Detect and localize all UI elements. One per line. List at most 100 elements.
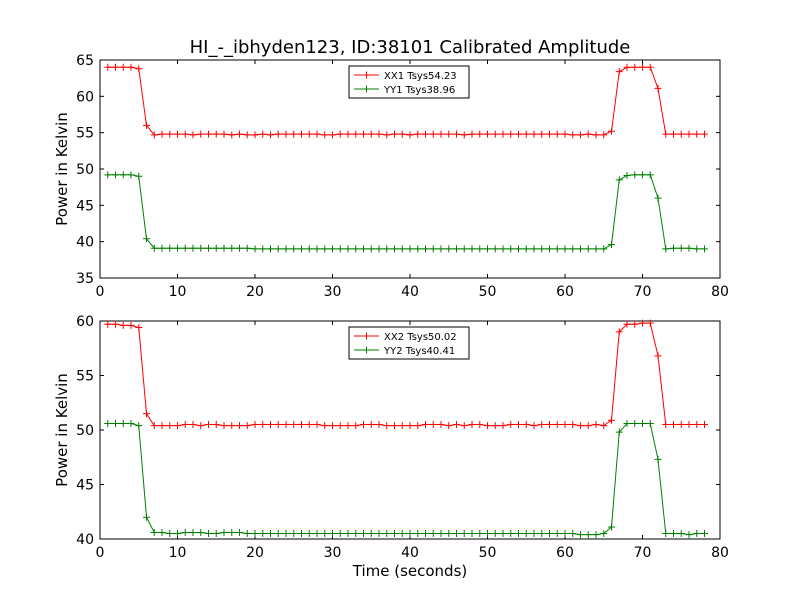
data-point: [352, 245, 360, 253]
data-point: [569, 131, 577, 139]
data-point: [360, 245, 367, 253]
data-point: [445, 245, 453, 253]
data-point: [228, 422, 236, 430]
data-point: [600, 245, 608, 253]
data-point: [654, 84, 662, 92]
data-point: [414, 422, 422, 430]
data-point: [677, 421, 685, 429]
data-point: [460, 422, 468, 430]
data-point: [391, 530, 398, 538]
data-point: [468, 421, 476, 429]
data-point: [344, 130, 352, 138]
data-point: [414, 130, 422, 138]
data-point: [150, 244, 158, 252]
data-point: [181, 130, 189, 138]
data-point: [367, 530, 375, 538]
data-point: [274, 130, 282, 138]
data-point: [600, 530, 608, 538]
data-point: [693, 530, 701, 538]
data-point: [631, 419, 639, 427]
data-point: [484, 422, 491, 430]
data-point: [251, 530, 259, 538]
y-axis-label: Power in Kelvin: [53, 373, 71, 487]
data-point: [375, 530, 383, 538]
legend-marker: [363, 71, 370, 79]
data-point: [212, 530, 220, 538]
data-point: [484, 130, 491, 138]
data-point: [135, 324, 143, 332]
data-point: [577, 531, 584, 539]
data-point: [158, 528, 166, 536]
x-axis-label: Time (seconds): [352, 562, 468, 580]
series-line: [107, 422, 705, 536]
data-point: [375, 245, 383, 253]
data-point: [197, 130, 205, 138]
data-point: [251, 245, 259, 253]
data-point: [499, 422, 507, 430]
data-point: [305, 130, 313, 138]
legend-marker: [363, 85, 370, 93]
data-point: [615, 428, 623, 436]
data-point: [189, 244, 197, 252]
data-point: [158, 130, 166, 138]
data-point: [158, 244, 166, 252]
y-tick-label: 55: [76, 369, 94, 385]
data-point: [654, 455, 662, 463]
data-point: [701, 421, 708, 429]
data-point: [569, 530, 577, 538]
data-point: [491, 530, 499, 538]
data-point: [127, 63, 135, 71]
data-point: [228, 244, 236, 252]
y-tick-label: 45: [76, 478, 94, 494]
x-tick-label: 20: [246, 545, 264, 561]
data-point: [701, 245, 708, 253]
data-point: [491, 422, 499, 430]
x-tick-label: 50: [479, 284, 497, 300]
data-point: [662, 530, 670, 538]
data-point: [437, 530, 445, 538]
data-point: [104, 171, 112, 179]
data-point: [631, 63, 639, 71]
y-tick-label: 50: [76, 423, 94, 439]
data-point: [398, 130, 406, 138]
data-point: [112, 63, 119, 71]
data-point: [398, 245, 406, 253]
data-point: [119, 321, 127, 329]
data-point: [654, 194, 662, 202]
data-point: [166, 530, 174, 538]
data-point: [437, 421, 445, 429]
data-point: [468, 130, 476, 138]
data-point: [329, 530, 336, 538]
data-point: [460, 245, 468, 253]
data-point: [677, 130, 685, 138]
y-tick-label: 55: [76, 126, 94, 142]
data-point: [259, 421, 267, 429]
data-point: [119, 419, 127, 427]
data-point: [236, 130, 243, 138]
data-point: [530, 245, 538, 253]
data-point: [507, 130, 515, 138]
data-point: [670, 421, 677, 429]
data-point: [220, 244, 228, 252]
data-point: [391, 245, 398, 253]
data-point: [499, 530, 507, 538]
data-point: [313, 245, 321, 253]
data-point: [631, 320, 639, 328]
data-point: [298, 421, 305, 429]
data-point: [445, 530, 453, 538]
x-tick-label: 10: [169, 545, 187, 561]
data-point: [693, 130, 701, 138]
data-point: [515, 245, 522, 253]
data-point: [383, 245, 391, 253]
data-point: [476, 245, 484, 253]
data-point: [577, 131, 584, 139]
data-point: [476, 130, 484, 138]
data-point: [375, 421, 383, 429]
data-point: [484, 530, 491, 538]
data-point: [158, 422, 166, 430]
subplot-1: 0 10 20 30 40 50 60 70 80 35 40 45 50 55 60 65 Power in …: [53, 53, 729, 300]
data-point: [313, 130, 321, 138]
data-point: [468, 530, 476, 538]
data-point: [336, 130, 344, 138]
data-point: [143, 121, 150, 129]
